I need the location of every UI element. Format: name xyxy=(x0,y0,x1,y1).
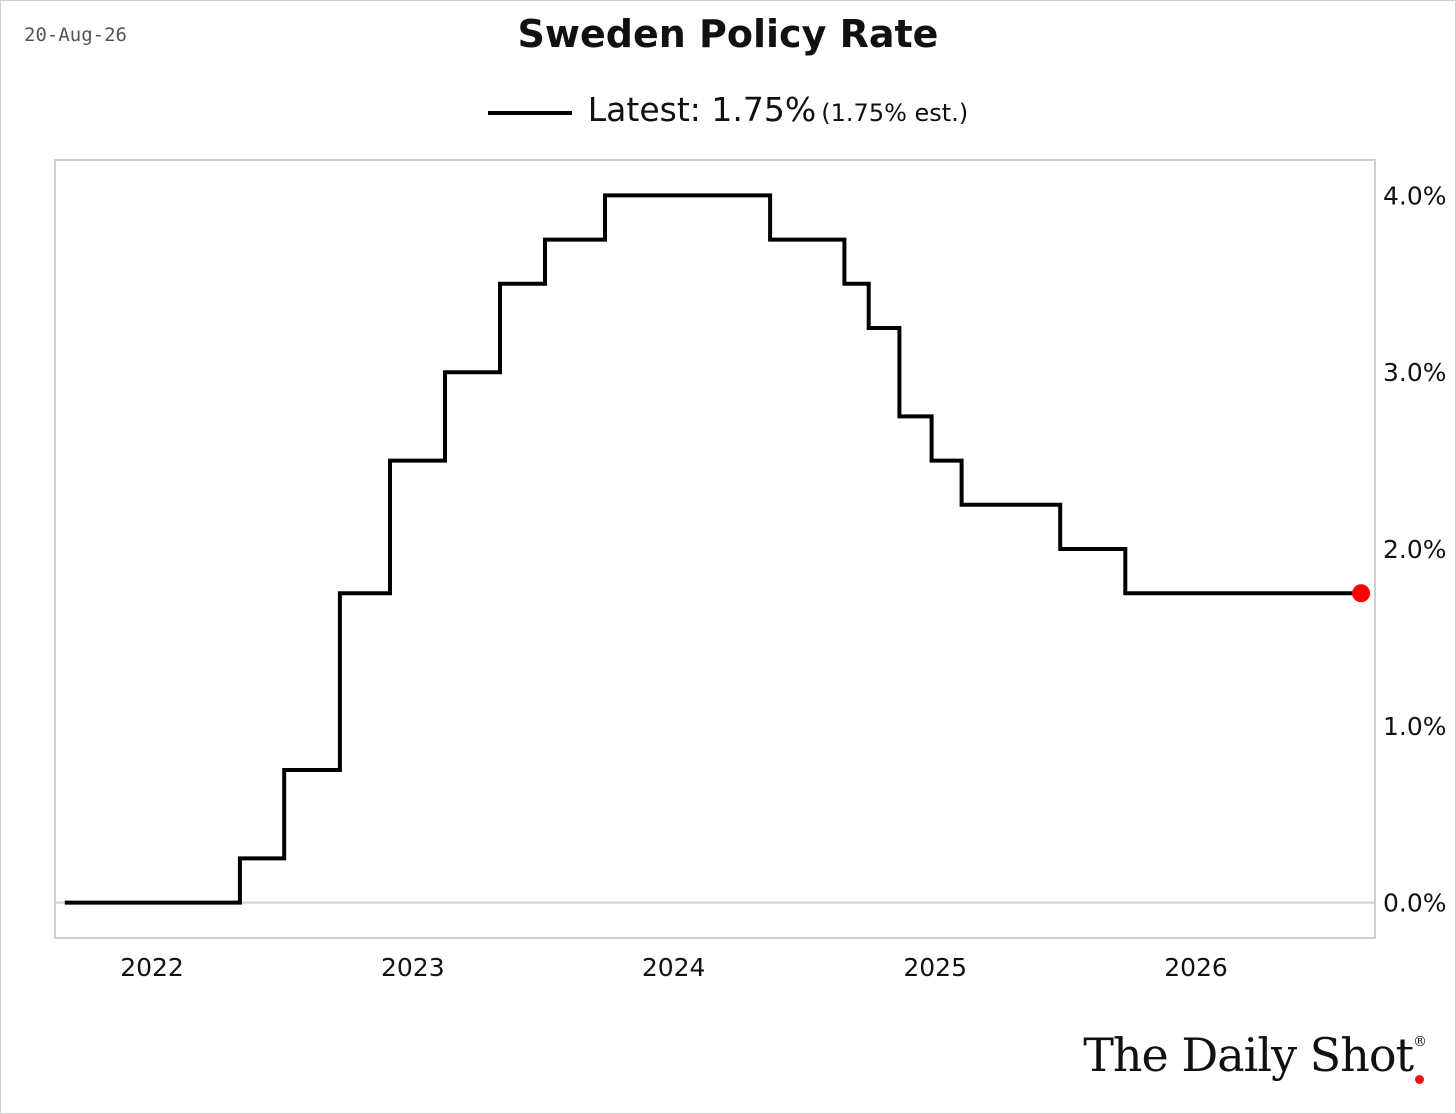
y-tick-label: 1.0% xyxy=(1383,712,1447,741)
plot-area xyxy=(54,159,1376,939)
series-line xyxy=(64,193,1362,905)
logo-text: The Daily Shot xyxy=(1083,1028,1414,1082)
x-tick-label: 2023 xyxy=(381,953,445,982)
x-tick-label: 2022 xyxy=(120,953,184,982)
y-tick-label: 3.0% xyxy=(1383,358,1447,387)
y-tick-label: 4.0% xyxy=(1383,181,1447,210)
legend-line-swatch xyxy=(487,110,572,115)
chart-date: 20-Aug-26 xyxy=(24,24,127,46)
y-tick-label: 0.0% xyxy=(1383,889,1447,918)
legend-estimate: (1.75% est.) xyxy=(821,99,969,127)
legend: Latest: 1.75% (1.75% est.) xyxy=(0,90,1456,129)
x-tick-label: 2026 xyxy=(1164,953,1228,982)
chart-title: Sweden Policy Rate xyxy=(517,12,939,56)
daily-shot-logo: The Daily Shot® xyxy=(1083,1028,1427,1084)
x-tick-label: 2025 xyxy=(903,953,967,982)
logo-red-dot xyxy=(1415,1075,1424,1084)
latest-value-marker xyxy=(1352,584,1371,603)
x-tick-label: 2024 xyxy=(642,953,706,982)
registered-mark: ® xyxy=(1413,1034,1427,1050)
y-tick-label: 2.0% xyxy=(1383,535,1447,564)
legend-label: Latest: 1.75% xyxy=(587,90,817,129)
